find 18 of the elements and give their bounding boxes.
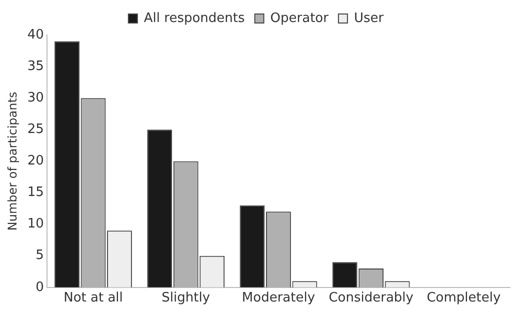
y-tick-label: 35 (27, 58, 44, 74)
y-tick-label: 20 (27, 154, 44, 169)
y-tick-label: 5 (36, 248, 44, 264)
legend-label: Operator (270, 10, 330, 26)
x-tick-label: Considerably (328, 290, 414, 306)
legend-label: All respondents (144, 10, 246, 26)
y-tick-label: 15 (27, 185, 44, 200)
y-tick-label: 10 (27, 216, 44, 232)
y-tick-label: 40 (27, 27, 44, 42)
x-tick-label: Completely (426, 290, 501, 306)
x-tick-label: Slightly (162, 290, 210, 306)
x-tick-label: Moderately (242, 290, 316, 306)
x-tick-label: Not at all (64, 290, 123, 306)
y-tick-label: 30 (27, 90, 44, 106)
y-tick-label: 25 (27, 122, 44, 138)
legend-label: User (354, 10, 384, 26)
y-axis-title: Number of participants (5, 92, 20, 231)
y-tick-label: 0 (36, 280, 44, 295)
